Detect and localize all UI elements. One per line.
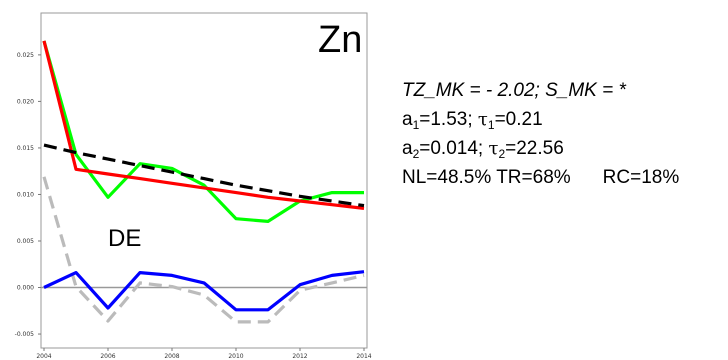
x-tick-label: 2006: [100, 353, 115, 360]
chart: -0.005 0.000 0.005 0.010 0.015 0.020 0.025 2004…: [15, 12, 372, 360]
series-line-5: [43, 270, 365, 312]
y-tick-label: 0.015: [17, 145, 34, 152]
series-line-2: [42, 40, 365, 210]
x-tick-label: 2004: [36, 353, 51, 360]
y-tick-label: 0.020: [17, 98, 34, 105]
y-tick-label: -0.005: [15, 331, 35, 338]
nl-value: NL=48.5%: [402, 167, 492, 188]
x-tick-label: 2014: [356, 353, 371, 360]
y-tick-label: 0.000: [17, 285, 34, 292]
element-label: Zn: [318, 19, 362, 61]
x-tick-label: 2010: [228, 353, 243, 360]
y-tick-label: 0.010: [17, 191, 34, 198]
series-line-1: [42, 40, 364, 223]
rc-value: RC=18%: [602, 167, 680, 188]
region-label: DE: [108, 225, 141, 252]
x-tick-label: 2012: [292, 353, 307, 360]
fit-params-2: a2=0.014; τ2=22.56: [402, 138, 564, 161]
plot-frame: [40, 12, 368, 349]
series-line-4: [42, 176, 365, 324]
tr-value: TR=68%: [496, 167, 571, 188]
x-tick-label: 2008: [164, 353, 179, 360]
contribution-percentages: NL=48.5% TR=68% RC=18%: [402, 163, 679, 192]
fit-params-1: a1=1.53; τ1=0.21: [402, 109, 543, 132]
series-line-3: [43, 143, 365, 208]
fit-statistics: TZ_MK = - 2.02; S_MK = * a1=1.53; τ1=0.2…: [402, 76, 679, 192]
y-tick-label: 0.025: [17, 52, 34, 59]
trend-statistic: TZ_MK = - 2.02; S_MK = *: [402, 80, 626, 101]
y-tick-label: 0.005: [17, 238, 34, 245]
